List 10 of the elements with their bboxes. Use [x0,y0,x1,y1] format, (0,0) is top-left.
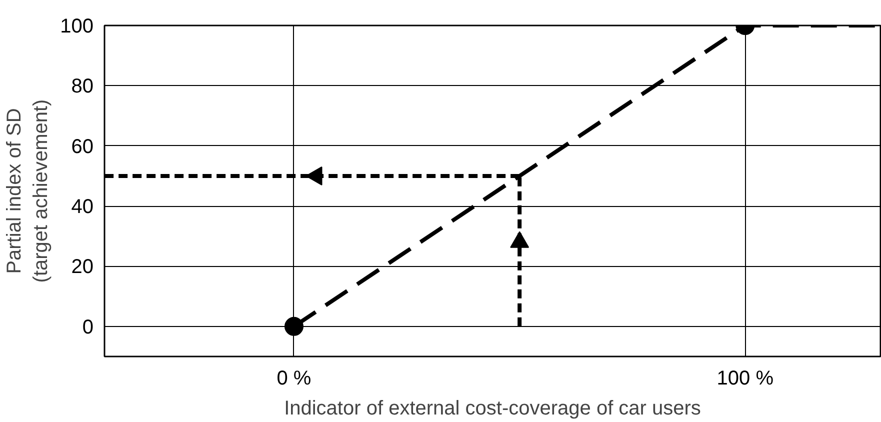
y-tick-label: 100 [60,16,94,38]
x-tick-label: 100 % [716,368,774,390]
y-tick-label: 0 [82,316,94,338]
y-tick-label: 20 [71,256,94,278]
y-tick-label: 80 [71,76,94,98]
x-tick-label: 0 % [276,368,312,390]
x-axis-title: Indicator of external cost-coverage of car users [284,398,701,420]
y-tick-label: 60 [71,136,94,158]
y-tick-label: 40 [71,196,94,218]
y-axis-title: Partial index of SD (target achievement) [4,99,52,283]
